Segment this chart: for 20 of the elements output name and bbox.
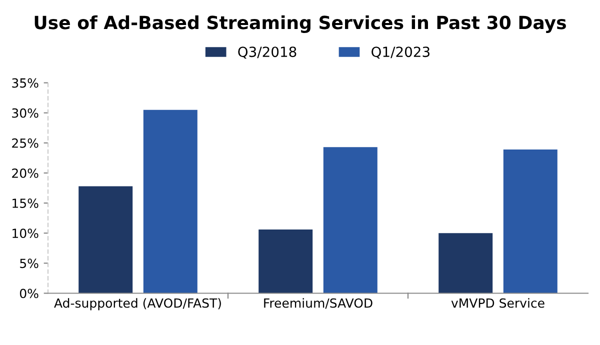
y-tick-label: 30%: [12, 108, 38, 118]
legend-label: Q3/2018: [238, 46, 296, 59]
bar: [143, 110, 198, 294]
y-tick-label: 0%: [20, 288, 38, 298]
bar: [503, 150, 558, 294]
bar: [323, 147, 378, 294]
x-tick-label: Freemium/SAVOD: [264, 298, 372, 309]
y-tick-label: 20%: [12, 168, 38, 178]
y-tick-label: 5%: [20, 258, 38, 268]
y-tick-label: 25%: [12, 138, 38, 148]
y-tick-label: 15%: [12, 198, 38, 208]
y-tick-label: 10%: [12, 228, 38, 238]
x-tick-label: Ad-supported (AVOD/FAST): [54, 298, 221, 310]
y-tick-label: 35%: [12, 78, 38, 88]
bar: [258, 230, 313, 294]
x-tick-label: vMVPD Service: [451, 298, 544, 308]
chart-title: Use of Ad-Based Streaming Services in Past 30 Days: [34, 15, 566, 33]
bar: [78, 186, 133, 294]
bar: [438, 233, 493, 294]
legend-label: Q1/2023: [372, 46, 430, 59]
